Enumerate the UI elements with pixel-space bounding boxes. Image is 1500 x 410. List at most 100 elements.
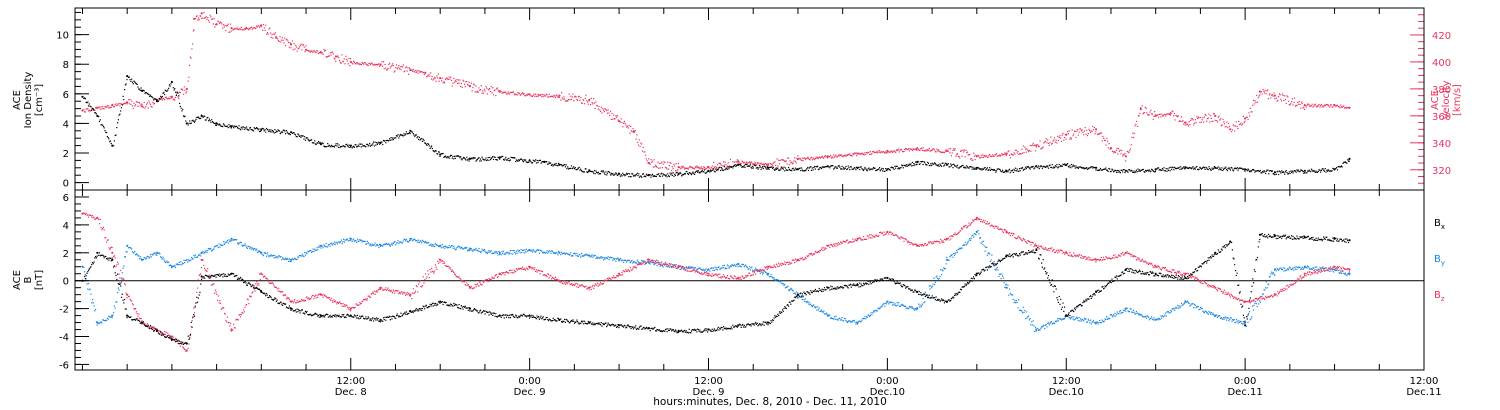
density-series-0-dot bbox=[1172, 167, 1174, 169]
density-series-0-dot bbox=[871, 168, 873, 170]
field-series-1-dot bbox=[325, 243, 327, 245]
density-series-0-dot bbox=[604, 173, 606, 176]
density-series-0-dot bbox=[626, 172, 628, 174]
velocity-series-1-dot bbox=[879, 152, 881, 154]
density-series-0-dot bbox=[238, 125, 240, 127]
density-series-0-dot bbox=[1145, 170, 1147, 172]
velocity-series-1-dot bbox=[686, 167, 688, 169]
field-series-1-dot bbox=[580, 256, 582, 258]
field-series-1-dot bbox=[528, 249, 530, 251]
density-series-0-dot bbox=[411, 131, 414, 133]
velocity-series-1-dot bbox=[860, 152, 862, 154]
velocity-series-1-dot bbox=[506, 93, 508, 95]
density-series-0-dot bbox=[464, 158, 466, 160]
density-series-0-dot bbox=[1311, 169, 1313, 171]
density-series-0-dot bbox=[170, 83, 172, 85]
density-series-0-dot bbox=[1219, 167, 1221, 169]
velocity-series-1-dot bbox=[755, 164, 758, 166]
density-series-0-dot bbox=[84, 97, 86, 99]
field-series-1-dot bbox=[913, 308, 915, 310]
density-series-0-dot bbox=[833, 167, 836, 169]
field-series-1-dot bbox=[282, 257, 284, 259]
velocity-series-1-dot bbox=[817, 156, 819, 158]
density-series-0-dot bbox=[653, 174, 655, 177]
field-series-1-dot bbox=[1047, 322, 1049, 324]
velocity-series-1-dot bbox=[814, 157, 816, 160]
field-series-1-dot bbox=[451, 245, 453, 247]
velocity-series-1-dot bbox=[1065, 138, 1067, 140]
density-series-0-dot bbox=[511, 156, 513, 159]
density-series-0-dot bbox=[326, 146, 328, 148]
density-series-0-dot bbox=[1080, 166, 1082, 168]
density-series-0-dot bbox=[1042, 166, 1044, 168]
field-series-1-dot bbox=[830, 317, 832, 319]
field-series-1-dot bbox=[1208, 310, 1210, 313]
field-series-1-dot bbox=[395, 242, 398, 244]
field-series-1-dot bbox=[855, 323, 857, 325]
velocity-series-1-dot bbox=[282, 39, 284, 41]
field-series-1-dot bbox=[640, 262, 642, 264]
velocity-series-1-dot bbox=[719, 162, 721, 164]
field-series-1-dot bbox=[824, 313, 826, 315]
velocity-series-1-dot bbox=[568, 93, 570, 95]
density-series-0-dot bbox=[1092, 167, 1094, 169]
density-series-0-dot bbox=[791, 168, 793, 170]
velocity-series-1-dot bbox=[898, 151, 900, 153]
density-series-0-dot bbox=[979, 168, 982, 170]
density-series-0-dot bbox=[918, 161, 920, 163]
field-series-1-dot bbox=[239, 241, 242, 243]
velocity-series-1-dot bbox=[298, 48, 300, 50]
density-series-0-dot bbox=[1274, 174, 1276, 176]
velocity-series-1-dot bbox=[655, 165, 657, 167]
field-series-1-dot bbox=[539, 249, 541, 251]
density-series-0-dot bbox=[995, 170, 998, 172]
velocity-series-1-dot bbox=[909, 148, 911, 150]
field-series-1-dot bbox=[126, 251, 128, 253]
field-series-1-dot bbox=[895, 305, 897, 307]
velocity-series-1-dot bbox=[136, 101, 138, 103]
field-series-1-dot bbox=[244, 243, 246, 245]
density-series-0-dot bbox=[781, 166, 783, 168]
density-series-0-dot bbox=[553, 164, 555, 166]
velocity-series-1-dot bbox=[1188, 121, 1190, 123]
field-series-1-dot bbox=[744, 265, 746, 267]
field-series-1-dot bbox=[514, 251, 516, 254]
velocity-series-1-dot bbox=[204, 17, 206, 19]
field-series-1-dot bbox=[446, 246, 448, 248]
field-series-1-dot bbox=[922, 298, 924, 300]
velocity-series-1-dot bbox=[237, 28, 239, 30]
field-series-1-dot bbox=[158, 252, 160, 254]
density-series-0-dot bbox=[997, 168, 999, 170]
field-series-1-dot bbox=[988, 252, 990, 254]
field-series-1-dot bbox=[1147, 315, 1149, 318]
field-series-1-dot bbox=[170, 264, 172, 266]
field-series-1-dot bbox=[168, 265, 170, 267]
velocity-series-1-dot bbox=[628, 125, 630, 127]
velocity-series-1-dot bbox=[1118, 150, 1120, 152]
density-series-0-dot bbox=[1267, 169, 1269, 171]
field-series-1-dot bbox=[1194, 304, 1196, 306]
density-series-0-dot bbox=[1292, 172, 1294, 174]
density-series-0-dot bbox=[911, 161, 913, 163]
field-series-1-dot bbox=[516, 252, 518, 254]
velocity-series-1-dot bbox=[358, 62, 360, 64]
velocity-series-1-dot bbox=[1335, 106, 1337, 108]
field-series-1-dot bbox=[821, 310, 823, 312]
velocity-series-1-dot bbox=[419, 71, 421, 73]
velocity-series-1-dot bbox=[643, 151, 645, 153]
field-series-1-dot bbox=[734, 264, 736, 266]
density-series-0-dot bbox=[825, 166, 827, 168]
field-series-1-dot bbox=[296, 258, 298, 260]
field-series-1-dot bbox=[735, 265, 737, 268]
velocity-right-tick-label: 320 bbox=[1432, 166, 1451, 177]
field-series-1-dot bbox=[432, 245, 434, 247]
velocity-series-1-dot bbox=[591, 102, 593, 104]
velocity-series-1-dot bbox=[810, 156, 813, 158]
field-series-1-dot bbox=[799, 296, 801, 298]
density-series-0-dot bbox=[1021, 167, 1024, 169]
density-series-0-dot bbox=[550, 164, 552, 166]
density-series-0-dot bbox=[953, 164, 956, 166]
field-series-1-dot bbox=[948, 259, 950, 261]
field-series-1-dot bbox=[909, 306, 911, 309]
velocity-series-1-dot bbox=[949, 152, 951, 154]
